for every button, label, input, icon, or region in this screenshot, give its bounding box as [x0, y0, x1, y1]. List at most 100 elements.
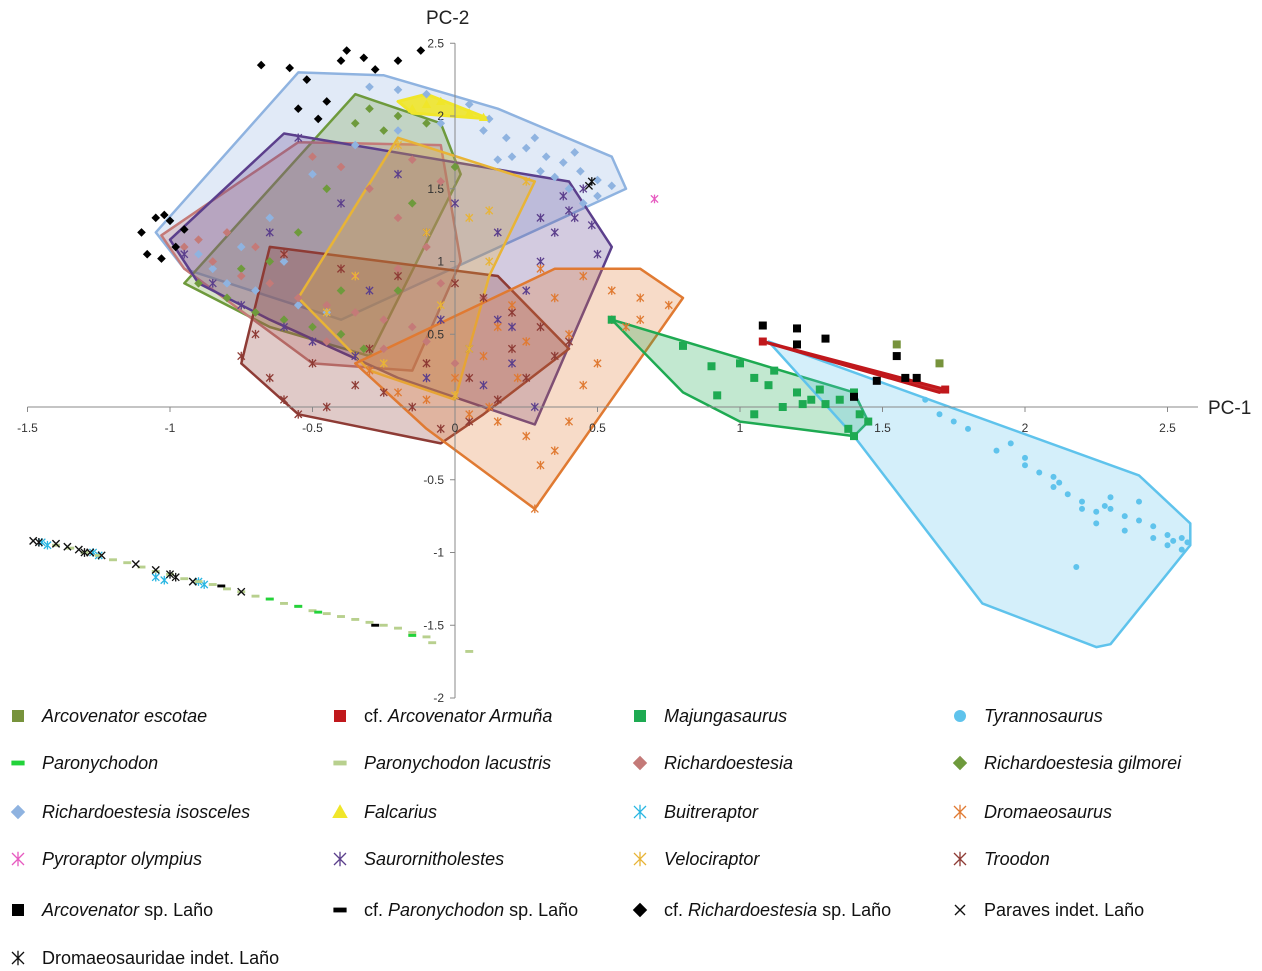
point-arcovenator_lano: [793, 324, 801, 333]
legend-label-part: sp. Laño: [139, 900, 213, 920]
point-tyrannosaurus: [1107, 505, 1114, 512]
point-richardoestesia: [379, 315, 389, 325]
legend-label-falcarius: Falcarius: [364, 802, 437, 822]
point-saurornitholestes: [294, 133, 303, 143]
point-majungasaurus: [793, 388, 801, 397]
point-richardoestesia: [194, 235, 203, 244]
point-arcovenator_escotae: [935, 359, 944, 368]
point-tyrannosaurus: [1073, 564, 1080, 571]
legend-label-richardoestesia_gilmorei: Richardoestesia gilmorei: [984, 753, 1182, 773]
point-richardoestesia: [251, 242, 260, 252]
point-saurornitholestes: [559, 191, 568, 201]
legend-label-part: Paronychodon: [42, 753, 158, 773]
point-velociraptor: [485, 257, 494, 266]
y-tick-label: -1.5: [423, 618, 444, 632]
point-richardoestesia_gilmorei: [322, 184, 332, 194]
point-richardoestesia_isosceles: [501, 133, 511, 143]
point-saurornitholestes: [579, 184, 588, 194]
legend-marker-troodon: [953, 851, 967, 867]
point-saurornitholestes: [530, 402, 539, 412]
legend-marker-tyrannosaurus: [954, 710, 966, 722]
point-majungasaurus: [679, 341, 687, 350]
point-majungasaurus: [770, 366, 779, 375]
point-saurornitholestes: [507, 322, 517, 332]
point-arcovenator_lano: [821, 334, 830, 343]
point-troodon: [450, 279, 460, 288]
point-velociraptor: [322, 308, 331, 317]
point-tyrannosaurus: [1121, 527, 1128, 534]
legend-label-arcovenator_lano: Arcovenator sp. Laño: [41, 900, 213, 920]
point-falcarius: [464, 108, 474, 117]
point-richardoestesia: [179, 242, 189, 252]
point-richardoestesia_isosceles: [393, 85, 403, 95]
hull-layer: [154, 71, 1192, 649]
point-dromaeosaurus: [493, 417, 502, 426]
legend-label-paronychodon: Paronychodon: [42, 753, 158, 773]
point-saurornitholestes: [351, 351, 360, 361]
point-majungasaurus: [750, 410, 759, 419]
point-paronychodon_lacustris: [151, 569, 160, 573]
legend-label-part: Majungasaurus: [664, 706, 787, 726]
point-richardoestesia: [322, 337, 332, 346]
legend-label-cf_paronychodon_lano: cf. Paronychodon sp. Laño: [364, 900, 578, 920]
point-cf_richardoestesia_lano: [157, 254, 166, 263]
point-troodon: [564, 337, 574, 346]
point-troodon: [507, 344, 517, 354]
point-velociraptor: [422, 228, 431, 237]
legend-label-part: Buitreraptor: [664, 802, 759, 822]
point-velociraptor: [450, 391, 460, 400]
y-tick-label: 0.5: [427, 327, 444, 341]
point-richardoestesia_isosceles: [507, 152, 517, 162]
point-dromaeosauridae_lano: [34, 537, 43, 547]
point-saurornitholestes: [593, 249, 602, 259]
point-dromaeosaurus: [536, 264, 545, 274]
point-richardoestesia: [350, 308, 360, 317]
point-richardoestesia_gilmorei: [336, 286, 346, 295]
point-richardoestesia_gilmorei: [365, 104, 374, 114]
legend-marker-falcarius: [332, 804, 348, 818]
point-paronychodon_lacustris: [223, 587, 231, 591]
point-troodon: [308, 359, 317, 368]
point-saurornitholestes: [336, 198, 346, 208]
point-dromaeosauridae_lano: [165, 570, 175, 579]
legend-label-part: Paronychodon lacustris: [364, 753, 551, 773]
point-dromaeosaurus: [513, 373, 522, 383]
point-saurornitholestes: [564, 206, 574, 215]
point-dromaeosaurus: [479, 351, 488, 361]
point-arcovenator_lano: [872, 376, 881, 385]
point-cf_richardoestesia_lano: [179, 225, 189, 234]
point-dromaeosaurus: [564, 329, 574, 339]
point-arcovenator_lano: [758, 321, 767, 330]
x-tick-label: -1.5: [17, 421, 38, 435]
point-dromaeosaurus: [621, 322, 631, 332]
point-majungasaurus: [835, 395, 844, 404]
point-tyrannosaurus: [1178, 546, 1185, 553]
point-troodon: [436, 424, 445, 434]
legend-label-part: Paronychodon: [388, 900, 504, 920]
point-majungasaurus: [855, 410, 864, 419]
point-buitreraptor: [43, 540, 52, 550]
point-tyrannosaurus: [1101, 502, 1108, 509]
point-paronychodon_lacustris: [408, 631, 417, 634]
point-richardoestesia_gilmorei: [407, 198, 417, 208]
point-velociraptor: [436, 300, 445, 310]
point-tyrannosaurus: [1184, 539, 1191, 546]
point-troodon: [507, 308, 517, 317]
point-dromaeosaurus: [550, 293, 559, 303]
point-tyrannosaurus: [950, 418, 957, 425]
point-falcarius: [478, 112, 489, 122]
point-majungasaurus: [713, 391, 722, 400]
point-richardoestesia: [393, 213, 403, 223]
point-richardoestesia_gilmorei: [359, 344, 369, 354]
legend-marker-richardoestesia_gilmorei: [952, 755, 968, 771]
legend-label-part: cf.: [364, 900, 388, 920]
point-tyrannosaurus: [1093, 508, 1100, 515]
point-tyrannosaurus: [1050, 484, 1057, 491]
point-majungasaurus: [764, 381, 773, 390]
point-cf_richardoestesia_lano: [336, 56, 346, 66]
point-saurornitholestes: [180, 249, 189, 259]
point-cf_richardoestesia_lano: [137, 228, 146, 237]
point-richardoestesia_isosceles: [593, 191, 602, 201]
point-richardoestesia_gilmorei: [450, 162, 460, 172]
point-richardoestesia_isosceles: [593, 175, 602, 185]
